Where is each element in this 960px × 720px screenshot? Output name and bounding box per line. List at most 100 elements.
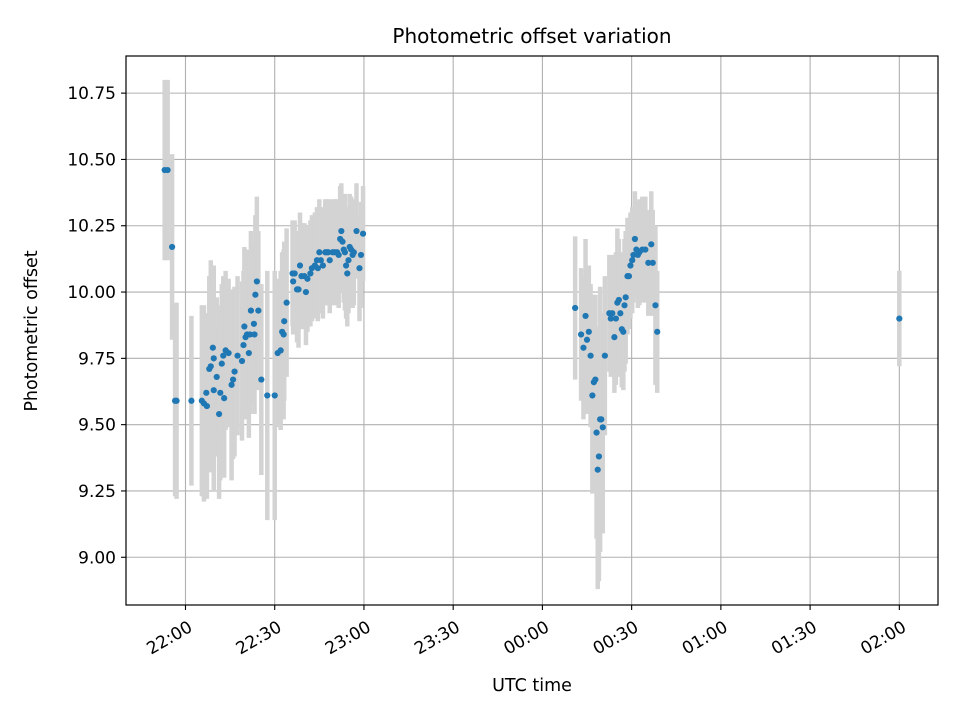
data-point <box>592 376 599 383</box>
data-point <box>217 389 224 396</box>
data-point <box>302 288 310 296</box>
x-tick-label: 23:30 <box>411 617 463 659</box>
data-point <box>572 304 579 312</box>
data-point <box>335 251 342 259</box>
data-point <box>629 257 636 264</box>
data-point <box>164 166 171 174</box>
data-point <box>238 357 246 365</box>
data-point <box>283 299 290 306</box>
data-point <box>304 275 311 282</box>
data-point <box>617 310 624 317</box>
data-point <box>652 302 659 309</box>
data-point <box>251 331 258 338</box>
data-point <box>220 352 227 359</box>
data-point <box>609 310 616 317</box>
data-point <box>173 397 180 404</box>
data-point <box>630 251 637 259</box>
data-point <box>253 278 260 285</box>
data-point <box>325 249 332 256</box>
data-point <box>353 227 360 235</box>
x-axis-ticks: 22:00 22:30 23:00 23:30 00:00 00:30 01:00 01:30… <box>144 605 910 659</box>
data-points <box>161 166 903 473</box>
data-point <box>896 315 903 322</box>
data-point <box>582 312 589 320</box>
data-point <box>213 373 220 381</box>
data-point <box>341 249 349 256</box>
data-point <box>621 302 628 309</box>
data-point <box>281 318 288 325</box>
data-point <box>291 270 298 277</box>
data-point <box>252 291 259 298</box>
data-point <box>280 331 287 338</box>
data-point <box>642 246 649 253</box>
data-point <box>631 235 639 243</box>
data-point <box>326 257 333 264</box>
data-point <box>246 331 254 338</box>
x-tick-label: 22:30 <box>233 617 285 659</box>
data-point <box>316 249 323 256</box>
data-point <box>359 230 367 237</box>
data-point <box>250 320 257 327</box>
y-tick-label: 10.00 <box>67 283 116 303</box>
data-point <box>228 381 235 388</box>
data-point <box>210 355 217 362</box>
data-point <box>593 429 600 436</box>
data-point <box>338 227 345 235</box>
data-point <box>339 238 346 245</box>
data-point <box>215 410 223 418</box>
y-tick-label: 9.00 <box>78 548 116 568</box>
data-point <box>207 363 214 370</box>
data-point <box>344 270 351 277</box>
plot-frame <box>125 55 939 606</box>
data-point <box>611 334 618 341</box>
y-axis-ticks: 9.00 9.25 9.50 9.75 10.00 10.25 10.50 10.75 <box>67 84 126 568</box>
data-point <box>277 347 284 354</box>
data-point <box>585 328 592 335</box>
data-point <box>169 243 176 251</box>
data-point <box>356 265 363 272</box>
data-point <box>240 341 247 349</box>
data-point <box>595 453 603 460</box>
data-point <box>234 352 241 359</box>
y-axis-label: Photometric offset <box>22 250 42 411</box>
data-point <box>264 392 271 399</box>
data-point <box>615 296 622 304</box>
data-point <box>583 336 591 343</box>
data-point <box>599 424 606 431</box>
data-point <box>345 257 352 264</box>
y-tick-label: 10.75 <box>67 84 116 104</box>
data-point <box>589 392 596 399</box>
data-point <box>627 262 634 269</box>
data-point <box>221 395 228 402</box>
x-tick-label: 01:00 <box>679 617 731 659</box>
data-point <box>577 331 585 338</box>
data-point <box>307 270 314 277</box>
data-point <box>271 392 278 399</box>
data-point <box>241 323 248 330</box>
data-point <box>210 387 217 394</box>
data-point <box>580 344 587 351</box>
x-tick-label: 00:30 <box>590 617 642 659</box>
y-tick-label: 10.25 <box>67 217 116 237</box>
x-tick-label: 22:00 <box>144 617 196 659</box>
data-point <box>317 257 324 264</box>
data-point <box>231 368 238 375</box>
data-point <box>654 328 661 335</box>
data-point <box>607 315 614 322</box>
x-tick-label: 23:00 <box>322 617 374 659</box>
y-tick-label: 9.50 <box>78 416 116 436</box>
data-point <box>625 273 633 280</box>
y-tick-label: 9.75 <box>78 349 116 369</box>
data-point <box>203 389 210 396</box>
y-tick-label: 9.25 <box>78 482 116 502</box>
x-tick-label: 00:00 <box>500 617 552 659</box>
data-point <box>357 251 365 259</box>
data-point <box>290 278 297 285</box>
data-point <box>343 262 350 269</box>
x-axis-label: UTC time <box>492 676 572 696</box>
data-point <box>258 376 265 383</box>
data-point <box>229 376 237 383</box>
data-point <box>601 352 608 359</box>
y-tick-label: 10.50 <box>67 150 116 170</box>
